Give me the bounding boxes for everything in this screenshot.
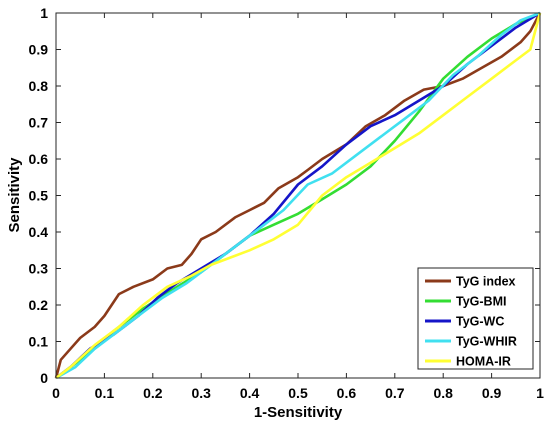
legend-label-tyg-bmi: TyG-BMI xyxy=(456,295,506,309)
x-axis-title: 1-Sensitivity xyxy=(254,404,343,421)
series-line-tyg-whir xyxy=(55,11,541,380)
y-tick-label: 0.6 xyxy=(29,151,49,167)
x-tick-label: 0.5 xyxy=(288,385,308,401)
x-tick-label: 0.6 xyxy=(337,385,357,401)
y-tick-label: 0.3 xyxy=(29,261,49,277)
y-tick-label: 0.7 xyxy=(29,115,49,131)
x-tick-label: 0 xyxy=(52,385,60,401)
legend: TyG index TyG-BMI TyG-WC TyG-WHIR HOMA-IR xyxy=(417,267,534,370)
legend-label-homa-ir: HOMA-IR xyxy=(456,355,511,369)
legend-label-tyg-wc: TyG-WC xyxy=(456,315,504,329)
legend-label-tyg-index: TyG index xyxy=(456,275,516,289)
series-line-tyg-index xyxy=(54,12,542,379)
y-tick-label: 0.5 xyxy=(29,188,49,204)
y-tick-label: 0.4 xyxy=(29,224,49,240)
x-tick-label: 0.3 xyxy=(191,385,211,401)
y-tick-label: 1 xyxy=(40,5,48,21)
y-axis-title: Sensitivity xyxy=(6,157,23,233)
x-tick-label: 0.2 xyxy=(143,385,163,401)
x-tick-label: 0.4 xyxy=(240,385,260,401)
legend-box xyxy=(417,267,534,370)
x-tick-label: 0.8 xyxy=(433,385,453,401)
y-tick-label: 0 xyxy=(40,370,48,386)
y-tick-label: 0.9 xyxy=(29,42,49,58)
y-tick-label: 0.2 xyxy=(29,297,49,313)
x-tick-label: 1 xyxy=(536,385,544,401)
x-tick-label: 0.9 xyxy=(482,385,502,401)
y-tick-label: 0.8 xyxy=(29,78,49,94)
series-layer xyxy=(54,11,542,380)
y-axis: 0 0.1 0.2 0.3 0.4 0.5 0.6 0.7 0.8 0.9 1 xyxy=(29,5,540,386)
x-tick-label: 0.1 xyxy=(95,385,115,401)
series-line-homa-ir xyxy=(55,12,542,380)
x-tick-label: 0.7 xyxy=(385,385,405,401)
x-axis: 0 0.1 0.2 0.3 0.4 0.5 0.6 0.7 0.8 0.9 1 xyxy=(52,13,544,401)
y-tick-label: 0.1 xyxy=(29,334,49,350)
legend-label-tyg-whir: TyG-WHIR xyxy=(456,335,517,349)
